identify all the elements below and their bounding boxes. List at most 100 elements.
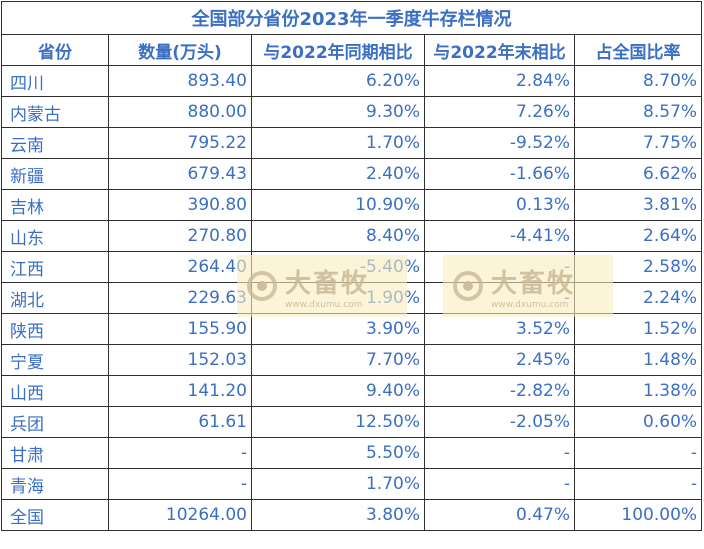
- value-cell: 2.45%: [424, 344, 575, 376]
- value-cell: -: [424, 468, 575, 500]
- table-row: 内蒙古 880.00 9.30% 7.26% 8.57%: [1, 96, 703, 128]
- column-header: 占全国比率: [573, 34, 703, 66]
- watermark-logo: 大畜牧 www.dxumu.com: [237, 255, 407, 317]
- value-cell: 12.50%: [251, 406, 425, 438]
- value-cell: 9.30%: [251, 96, 425, 128]
- value-cell: 6.20%: [251, 65, 425, 97]
- cattle-stock-table: 全国部分省份2023年一季度牛存栏情况 省份 数量(万头) 与2022年同期相比 与2…: [0, 1, 703, 531]
- province-cell: 山东: [1, 220, 109, 252]
- value-cell: 10264.00: [108, 499, 252, 531]
- value-cell: -: [573, 468, 703, 500]
- table-row: 山西 141.20 9.40% -2.82% 1.38%: [1, 375, 703, 407]
- table-title: 全国部分省份2023年一季度牛存栏情况: [0, 1, 703, 35]
- value-cell: 7.75%: [573, 127, 703, 159]
- value-cell: 390.80: [108, 189, 252, 221]
- province-cell: 云南: [1, 127, 109, 159]
- table-row: 四川 893.40 6.20% 2.84% 8.70%: [1, 65, 703, 97]
- value-cell: 5.50%: [251, 437, 425, 469]
- value-cell: 1.70%: [251, 468, 425, 500]
- value-cell: 1.70%: [251, 127, 425, 159]
- value-cell: 0.13%: [424, 189, 575, 221]
- province-cell: 陕西: [1, 313, 109, 345]
- value-cell: 1.38%: [573, 375, 703, 407]
- watermark-brand: 大畜牧: [491, 268, 576, 299]
- province-cell: 四川: [1, 65, 109, 97]
- value-cell: -2.82%: [424, 375, 575, 407]
- value-cell: -: [424, 437, 575, 469]
- table-row: 陕西 155.90 3.90% 3.52% 1.52%: [1, 313, 703, 345]
- table-row: 青海 -1.70% - -: [1, 468, 703, 500]
- value-cell: 7.26%: [424, 96, 575, 128]
- watermark-site: www.dxumu.com: [491, 299, 569, 310]
- value-cell: -: [108, 468, 252, 500]
- value-cell: 9.40%: [251, 375, 425, 407]
- data-table-container: 全国部分省份2023年一季度牛存栏情况 省份 数量(万头) 与2022年同期相比 与2…: [0, 1, 703, 531]
- column-header: 省份: [1, 34, 109, 66]
- watermark-site: www.dxumu.com: [285, 299, 363, 310]
- watermark-brand: 大畜牧: [285, 268, 370, 299]
- value-cell: 0.47%: [424, 499, 575, 531]
- table-row: 兵团 61.61 12.50% -2.05% 0.60%: [1, 406, 703, 438]
- value-cell: 1.48%: [573, 344, 703, 376]
- province-cell: 内蒙古: [1, 96, 109, 128]
- province-cell: 新疆: [1, 158, 109, 190]
- province-cell: 全国: [1, 499, 109, 531]
- column-header: 数量(万头): [108, 34, 252, 66]
- value-cell: 61.61: [108, 406, 252, 438]
- value-cell: 7.70%: [251, 344, 425, 376]
- value-cell: 3.90%: [251, 313, 425, 345]
- value-cell: 141.20: [108, 375, 252, 407]
- value-cell: 795.22: [108, 127, 252, 159]
- value-cell: 8.57%: [573, 96, 703, 128]
- value-cell: -1.66%: [424, 158, 575, 190]
- value-cell: 6.62%: [573, 158, 703, 190]
- value-cell: 270.80: [108, 220, 252, 252]
- table-body: 四川 893.40 6.20% 2.84% 8.70% 内蒙古 880.00 9.30% 7.2…: [1, 65, 703, 531]
- table-row: 甘肃 -5.50% - -: [1, 437, 703, 469]
- province-cell: 宁夏: [1, 344, 109, 376]
- value-cell: 2.64%: [573, 220, 703, 252]
- table-row: 云南 795.22 1.70% -9.52% 7.75%: [1, 127, 703, 159]
- value-cell: 2.40%: [251, 158, 425, 190]
- value-cell: 10.90%: [251, 189, 425, 221]
- value-cell: 8.70%: [573, 65, 703, 97]
- table-row: 全国 10264.00 3.80% 0.47% 100.00%: [1, 499, 703, 531]
- value-cell: 3.80%: [251, 499, 425, 531]
- value-cell: 1.52%: [573, 313, 703, 345]
- table-row: 新疆 679.43 2.40% -1.66% 6.62%: [1, 158, 703, 190]
- table-row: 吉林 390.80 10.90% 0.13% 3.81%: [1, 189, 703, 221]
- value-cell: -: [573, 437, 703, 469]
- value-cell: 264.40: [108, 251, 252, 283]
- table-row: 宁夏 152.03 7.70% 2.45% 1.48%: [1, 344, 703, 376]
- value-cell: 155.90: [108, 313, 252, 345]
- value-cell: -9.52%: [424, 127, 575, 159]
- value-cell: 0.60%: [573, 406, 703, 438]
- province-cell: 湖北: [1, 282, 109, 314]
- value-cell: 893.40: [108, 65, 252, 97]
- value-cell: 2.84%: [424, 65, 575, 97]
- value-cell: 3.81%: [573, 189, 703, 221]
- value-cell: -4.41%: [424, 220, 575, 252]
- value-cell: 3.52%: [424, 313, 575, 345]
- value-cell: 100.00%: [573, 499, 703, 531]
- value-cell: 880.00: [108, 96, 252, 128]
- header-row: 省份 数量(万头) 与2022年同期相比 与2022年末相比 占全国比率: [1, 34, 703, 66]
- column-header: 与2022年末相比: [424, 34, 575, 66]
- value-cell: -: [108, 437, 252, 469]
- watermark-circle-icon: [453, 271, 483, 301]
- province-cell: 甘肃: [1, 437, 109, 469]
- province-cell: 兵团: [1, 406, 109, 438]
- value-cell: 152.03: [108, 344, 252, 376]
- table-row: 山东 270.80 8.40% -4.41% 2.64%: [1, 220, 703, 252]
- value-cell: 229.63: [108, 282, 252, 314]
- province-cell: 山西: [1, 375, 109, 407]
- value-cell: 679.43: [108, 158, 252, 190]
- watermark-logo: 大畜牧 www.dxumu.com: [443, 255, 613, 317]
- watermark-circle-icon: [247, 271, 277, 301]
- province-cell: 青海: [1, 468, 109, 500]
- value-cell: -2.05%: [424, 406, 575, 438]
- province-cell: 吉林: [1, 189, 109, 221]
- value-cell: 8.40%: [251, 220, 425, 252]
- column-header: 与2022年同期相比: [251, 34, 425, 66]
- province-cell: 江西: [1, 251, 109, 283]
